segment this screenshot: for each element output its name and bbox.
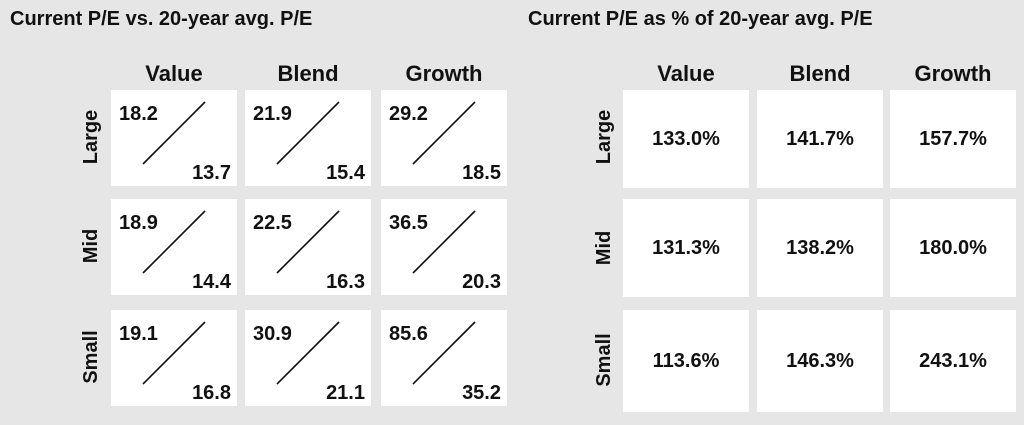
diagonal-divider bbox=[276, 101, 340, 165]
avg-pe: 16.8 bbox=[192, 382, 231, 404]
pe-cell-small-blend: 30.9 21.1 bbox=[245, 310, 371, 406]
avg-pe: 35.2 bbox=[462, 382, 501, 404]
avg-pe: 15.4 bbox=[326, 162, 365, 184]
left-col-header-blend: Blend bbox=[277, 61, 339, 86]
diagonal-divider bbox=[412, 210, 476, 274]
pct-cell-large-growth: 157.7% bbox=[890, 90, 1016, 188]
avg-pe: 16.3 bbox=[326, 271, 365, 293]
pe-cell-mid-blend: 22.5 16.3 bbox=[245, 199, 371, 295]
diagonal-divider bbox=[276, 210, 340, 274]
right-col-header-value: Value bbox=[657, 61, 715, 86]
pe-cell-large-blend: 21.9 15.4 bbox=[245, 90, 371, 186]
pe-cell-small-value: 19.1 16.8 bbox=[111, 310, 237, 406]
pct-cell-mid-growth: 180.0% bbox=[890, 199, 1016, 297]
pe-cell-large-growth: 29.2 18.5 bbox=[381, 90, 507, 186]
avg-pe: 13.7 bbox=[192, 162, 231, 184]
pe-cell-large-value: 18.2 13.7 bbox=[111, 90, 237, 186]
left-row-label-mid: Mid bbox=[80, 228, 102, 264]
current-pe: 22.5 bbox=[253, 212, 292, 234]
current-pe: 18.2 bbox=[119, 103, 158, 125]
pct-cell-mid-value: 131.3% bbox=[623, 199, 749, 297]
right-row-label-mid: Mid bbox=[593, 230, 615, 266]
left-col-header-value: Value bbox=[145, 61, 203, 86]
diagonal-divider bbox=[142, 101, 206, 165]
diagonal-divider bbox=[412, 321, 476, 385]
avg-pe: 20.3 bbox=[462, 271, 501, 293]
current-pe: 19.1 bbox=[119, 323, 158, 345]
avg-pe: 21.1 bbox=[326, 382, 365, 404]
avg-pe: 14.4 bbox=[192, 271, 231, 293]
right-col-header-growth: Growth bbox=[914, 61, 992, 86]
right-panel-title: Current P/E as % of 20-year avg. P/E bbox=[528, 8, 873, 30]
right-col-header-blend: Blend bbox=[789, 61, 851, 86]
right-row-label-large: Large bbox=[593, 109, 615, 165]
current-pe: 30.9 bbox=[253, 323, 292, 345]
left-row-label-large: Large bbox=[80, 109, 102, 165]
pe-cell-mid-growth: 36.5 20.3 bbox=[381, 199, 507, 295]
pct-cell-large-blend: 141.7% bbox=[757, 90, 883, 188]
pct-cell-small-value: 113.6% bbox=[623, 310, 749, 412]
pct-cell-large-value: 133.0% bbox=[623, 90, 749, 188]
avg-pe: 18.5 bbox=[462, 162, 501, 184]
left-row-label-small: Small bbox=[80, 330, 102, 384]
current-pe: 36.5 bbox=[389, 212, 428, 234]
pct-cell-small-blend: 146.3% bbox=[757, 310, 883, 412]
current-pe: 21.9 bbox=[253, 103, 292, 125]
diagonal-divider bbox=[142, 210, 206, 274]
diagonal-divider bbox=[276, 321, 340, 385]
current-pe: 18.9 bbox=[119, 212, 158, 234]
diagonal-divider bbox=[142, 321, 206, 385]
pct-cell-mid-blend: 138.2% bbox=[757, 199, 883, 297]
left-col-header-growth: Growth bbox=[405, 61, 483, 86]
pe-cell-mid-value: 18.9 14.4 bbox=[111, 199, 237, 295]
pct-cell-small-growth: 243.1% bbox=[890, 310, 1016, 412]
pe-cell-small-growth: 85.6 35.2 bbox=[381, 310, 507, 406]
current-pe: 29.2 bbox=[389, 103, 428, 125]
left-panel-title: Current P/E vs. 20-year avg. P/E bbox=[10, 8, 313, 30]
current-pe: 85.6 bbox=[389, 323, 428, 345]
diagonal-divider bbox=[412, 101, 476, 165]
right-row-label-small: Small bbox=[593, 333, 615, 387]
